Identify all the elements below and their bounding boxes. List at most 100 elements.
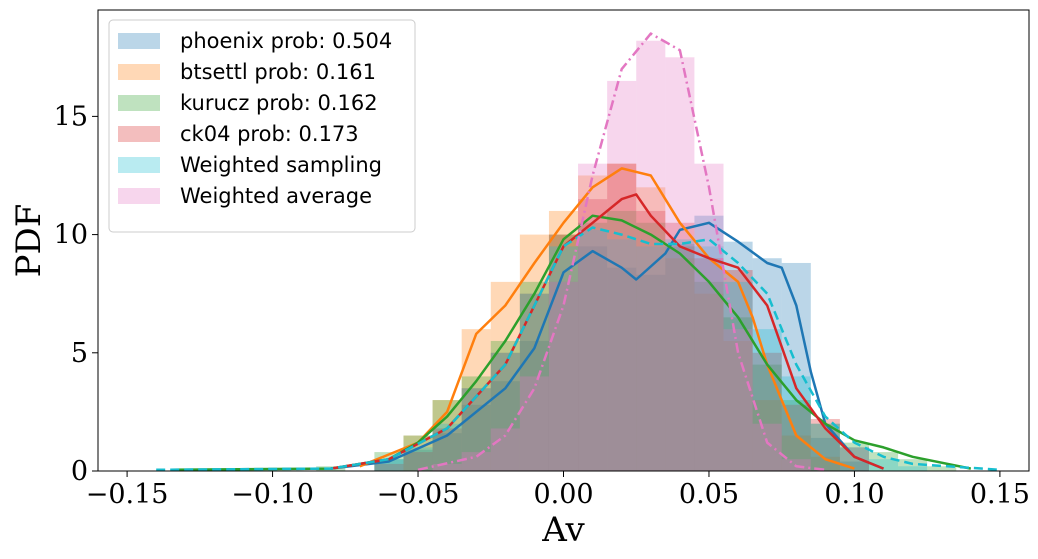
hist-bar [490, 352, 520, 471]
hist-bar [694, 293, 724, 471]
hist-bar [607, 163, 637, 471]
hist-bar [432, 463, 462, 471]
hist-bar [694, 246, 724, 471]
hist-series-2 [316, 210, 957, 471]
legend-label: ck04 prob: 0.173 [180, 122, 359, 146]
hist-bar [636, 222, 666, 471]
hist-bar [781, 404, 811, 471]
y-axis-label: PDF [9, 204, 49, 278]
hist-bar [490, 352, 520, 471]
hist-bar [519, 281, 549, 471]
legend-label: btsettl prob: 0.161 [180, 60, 376, 84]
legend-swatch [118, 157, 160, 173]
hist-bar [723, 317, 753, 471]
plot-area [156, 32, 1000, 472]
x-tick-label: 0.00 [533, 479, 593, 510]
hist-bar [607, 267, 637, 471]
hist-bar [461, 388, 491, 471]
hist-bar [665, 246, 695, 471]
x-tick-label: −0.05 [377, 479, 460, 510]
hist-series-1 [403, 163, 840, 472]
legend: phoenix prob: 0.504 btsettl prob: 0.161 ku… [108, 19, 416, 233]
kde-line-4 [156, 226, 1000, 472]
legend-label: Weighted average [180, 184, 372, 208]
legend-swatch [118, 33, 160, 49]
hist-bar [461, 388, 491, 471]
hist-bar [403, 447, 433, 471]
hist-bar [374, 459, 404, 471]
hist-bar [461, 452, 491, 471]
hist-bar [403, 449, 433, 471]
x-tick-label: 0.10 [824, 479, 884, 510]
hist-bar [752, 423, 782, 471]
hist-bar [519, 376, 549, 471]
hist-bar [636, 274, 666, 471]
legend-swatch [118, 188, 160, 204]
hist-bar [636, 210, 666, 471]
hist-bar [548, 281, 579, 471]
hist-bar [548, 246, 579, 471]
kde-line-5 [417, 32, 826, 472]
legend-swatch [118, 126, 160, 142]
hist-bar [548, 281, 579, 471]
hist-bar [578, 199, 608, 471]
hist-bar [607, 163, 637, 471]
legend-box [108, 19, 416, 233]
hist-bar [461, 329, 491, 471]
legend-label: phoenix prob: 0.504 [180, 29, 392, 53]
hist-bar [607, 210, 637, 471]
hist-bar [927, 466, 957, 471]
hist-bar [403, 452, 433, 471]
hist-bar [694, 163, 724, 471]
hist-bar [374, 463, 404, 471]
hist-bar [374, 459, 404, 471]
x-tick-label: −0.15 [86, 479, 169, 510]
hist-bar [898, 466, 928, 471]
hist-bar [548, 210, 579, 471]
hist-bar [810, 437, 840, 471]
hist-bar [607, 239, 637, 471]
hist-bar [723, 329, 753, 471]
hist-bar [752, 329, 782, 471]
legend-label: kurucz prob: 0.162 [180, 91, 378, 115]
hist-bar [578, 163, 608, 471]
hist-bar [752, 352, 782, 471]
legend-label: Weighted sampling [180, 153, 382, 177]
legend-swatch [118, 95, 160, 111]
hist-bar [752, 400, 782, 471]
hist-bar [636, 40, 666, 471]
hist-bar [578, 222, 608, 471]
x-tick-label: −0.10 [231, 479, 314, 510]
kde-line-1 [359, 167, 855, 470]
hist-bar [665, 239, 695, 471]
hist-bar [694, 281, 724, 471]
hist-bar [636, 246, 666, 471]
hist-bar [578, 246, 608, 471]
hist-bar [839, 461, 869, 471]
x-tick-label: 0.15 [970, 479, 1030, 510]
kde-line-0 [330, 221, 884, 470]
hist-bar [665, 258, 695, 471]
hist-bar [723, 281, 753, 471]
y-axis: 0 5 10 15 [54, 101, 98, 487]
hist-bar [723, 340, 753, 471]
hist-bar [752, 364, 782, 471]
x-axis: −0.15 −0.10 −0.05 0.00 0.05 0.10 0.15 [86, 471, 1030, 510]
hist-bar [578, 229, 608, 471]
x-axis-label: Av [541, 510, 585, 550]
y-tick-label: 5 [71, 338, 88, 369]
y-tick-label: 15 [54, 101, 88, 132]
y-tick-label: 10 [54, 220, 88, 251]
hist-bar [868, 459, 899, 471]
legend-swatch [118, 64, 160, 80]
hist-series-5 [432, 40, 811, 472]
y-tick-label: 0 [71, 456, 88, 487]
hist-series-4 [374, 229, 928, 471]
kde-line-2 [170, 214, 972, 472]
hist-bar [490, 428, 520, 471]
hist-bar [665, 244, 695, 471]
x-tick-label: 0.05 [679, 479, 739, 510]
hist-bar [781, 376, 811, 471]
